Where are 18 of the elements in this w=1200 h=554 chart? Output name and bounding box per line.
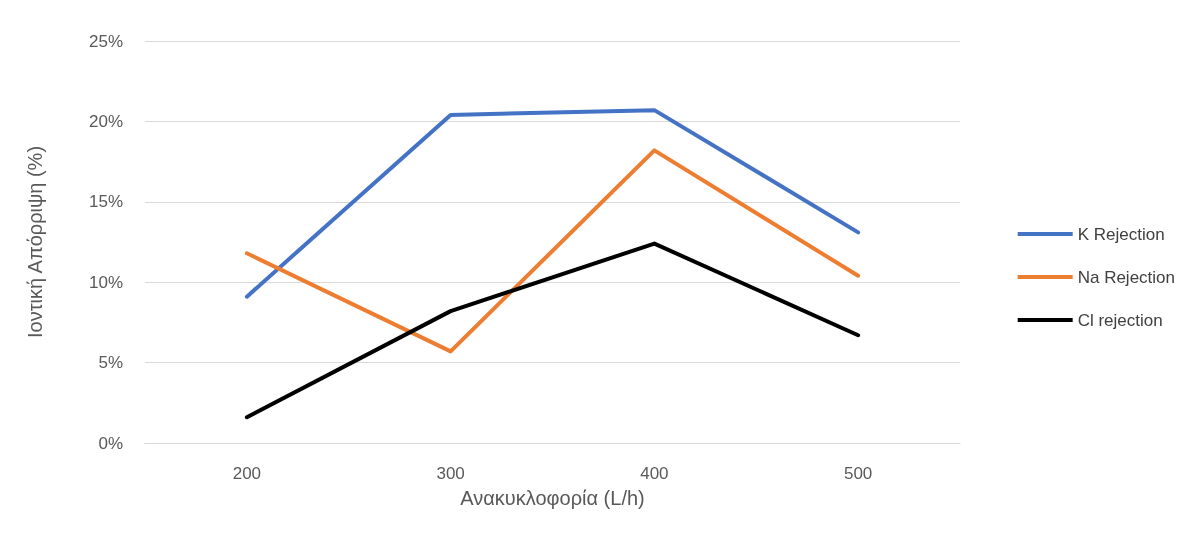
x-axis-title: Ανακυκλοφορία (L/h) bbox=[460, 487, 645, 509]
y-tick-label: 15% bbox=[88, 192, 123, 212]
legend-label: K Rejection bbox=[1077, 224, 1165, 244]
y-tick-label: 20% bbox=[88, 111, 123, 131]
x-tick-label: 300 bbox=[436, 464, 465, 483]
legend-label: Na Rejection bbox=[1077, 267, 1175, 287]
y-tick-label: 5% bbox=[98, 353, 123, 373]
line-series bbox=[244, 148, 861, 354]
legend-label: Cl rejection bbox=[1077, 310, 1163, 330]
line-series bbox=[244, 241, 861, 420]
line-series bbox=[244, 108, 861, 299]
x-tick-label: 400 bbox=[640, 464, 669, 483]
y-tick-label: 25% bbox=[88, 31, 123, 51]
x-tick-label: 200 bbox=[232, 464, 262, 483]
y-tick-label: 10% bbox=[88, 272, 123, 292]
y-axis-title: Ιοντική Απόρριψη (%) bbox=[24, 145, 46, 339]
x-tick-label: 500 bbox=[843, 464, 873, 483]
y-tick-label: 0% bbox=[98, 433, 123, 453]
